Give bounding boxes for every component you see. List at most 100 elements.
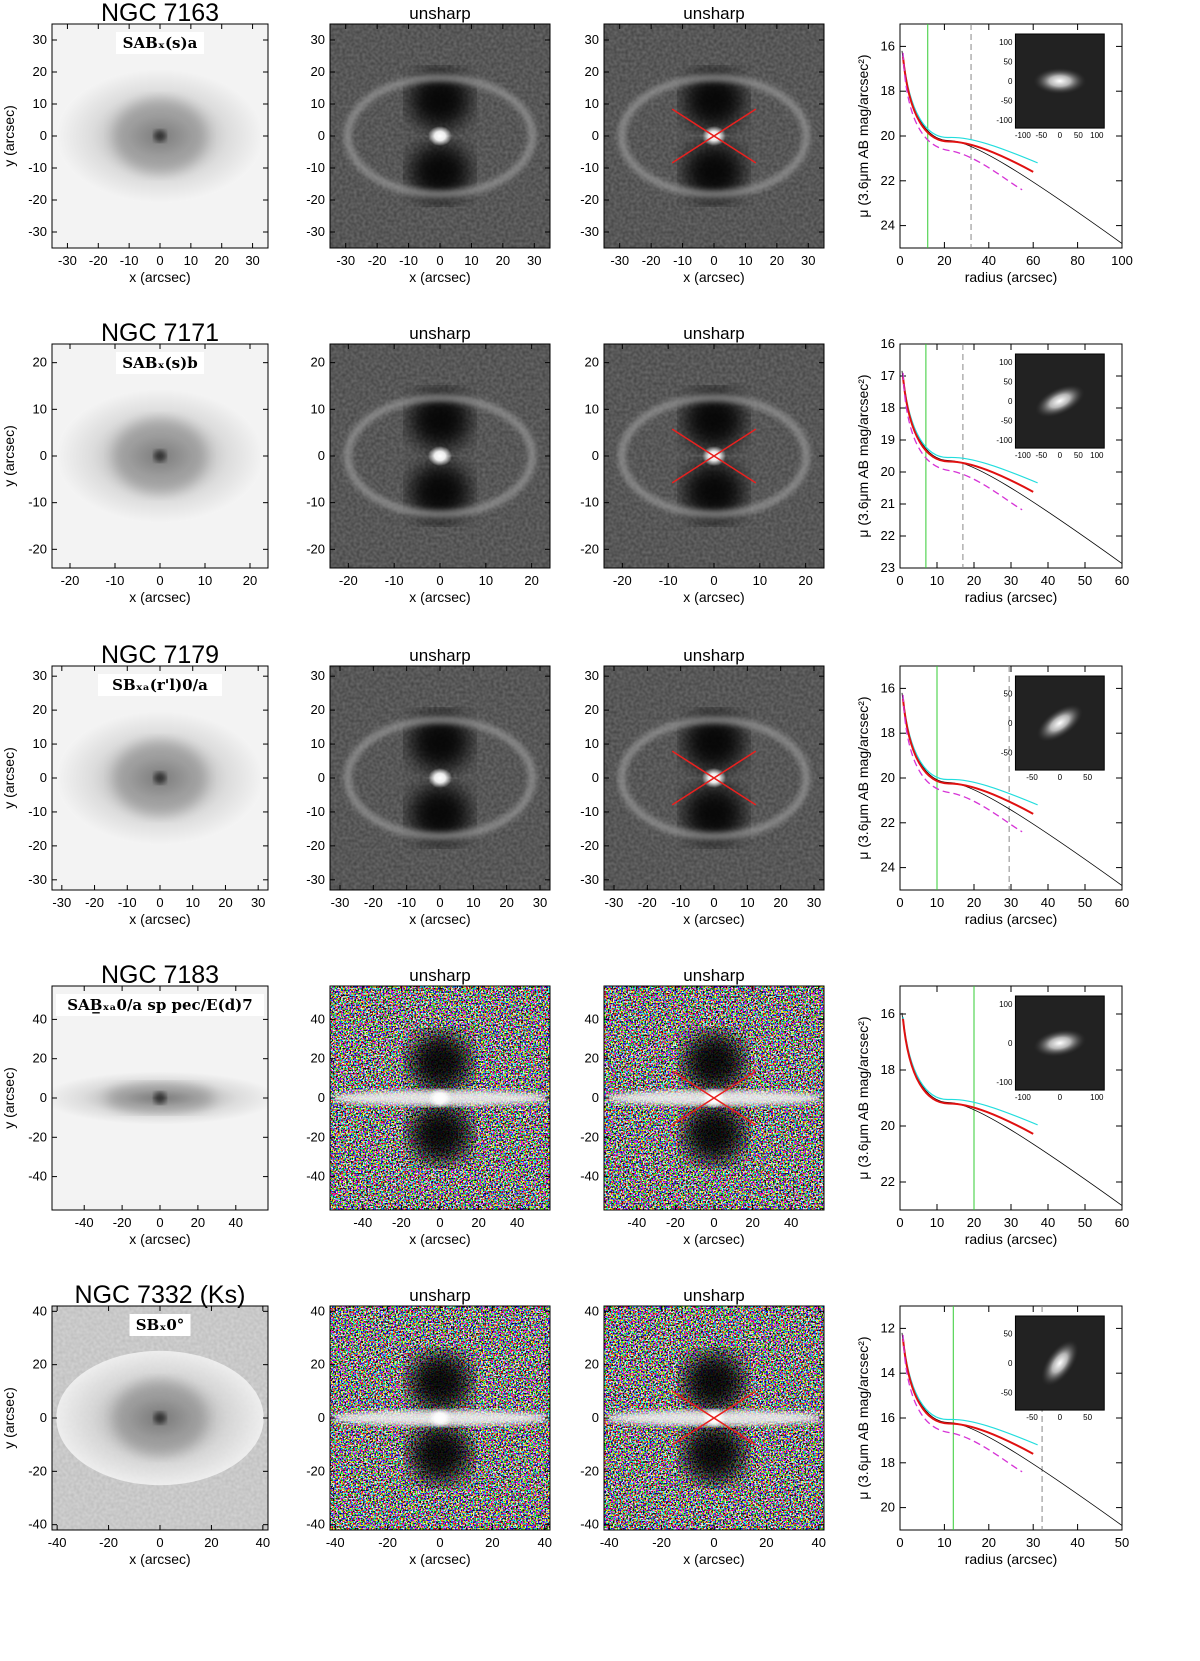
x-axis-label: radius (arcsec) (965, 589, 1058, 605)
galaxy-image-panel: -30 -30 -20 -20 -10 -10 0 0 10 10 20 20 30 30 x (arcse… (1, 641, 269, 927)
x-tick-label: -20 (113, 1215, 132, 1230)
inset-tick-label: 100 (999, 358, 1013, 367)
x-tick-label: 0 (710, 573, 717, 588)
x-tick-label: 20 (485, 1535, 499, 1550)
inset-thumbnail: -50 -50 0 0 50 50 (1001, 1315, 1105, 1422)
x-tick-label: 30 (1004, 1215, 1018, 1230)
inset-thumbnail: -100-100 -50 -50 0 0 50 50 100 100 (996, 33, 1105, 140)
x-tick-label: 20 (937, 253, 951, 268)
y-tick-label: 20 (881, 128, 895, 143)
x-tick-label: 40 (1041, 1215, 1055, 1230)
inset-tick-label: 0 (1058, 451, 1063, 460)
y-tick-label: -20 (28, 192, 47, 207)
x-tick-label: -40 (353, 1215, 372, 1230)
y-tick-label: 16 (881, 1006, 895, 1021)
y-tick-label: 20 (881, 770, 895, 785)
x-tick-label: -40 (75, 1215, 94, 1230)
inset-thumbnail: -100-100 0 0 100 100 (996, 995, 1105, 1102)
x-tick-label: 30 (251, 895, 265, 910)
y-tick-label: 30 (585, 668, 599, 683)
y-tick-label: -20 (28, 1463, 47, 1478)
inset-tick-label: -50 (1001, 748, 1013, 757)
profile-curve-red (902, 1018, 1034, 1135)
x-shape-marker (671, 108, 757, 164)
y-tick-label: 22 (881, 815, 895, 830)
x-axis-label: x (arcsec) (683, 269, 744, 285)
x-tick-label: -20 (85, 895, 104, 910)
y-tick-label: -10 (28, 495, 47, 510)
x-tick-label: 20 (524, 573, 538, 588)
x-tick-label: 40 (1041, 573, 1055, 588)
x-axis-label: x (arcsec) (683, 911, 744, 927)
x-tick-label: -40 (627, 1215, 646, 1230)
inset-tick-label: 50 (1083, 773, 1092, 782)
inset-tick-label: -100 (1015, 131, 1032, 140)
x-axis-label: x (arcsec) (129, 1231, 190, 1247)
x-tick-label: 0 (156, 253, 163, 268)
galaxy-image (52, 986, 268, 1210)
unsharp-mask-panel: -20 -20 -10 -10 0 0 10 10 20 20 x (arcsec) unsharp (580, 324, 825, 605)
inset-tick-label: 50 (1074, 131, 1083, 140)
x-tick-label: 0 (896, 1535, 903, 1550)
x-tick-label: 40 (538, 1535, 552, 1550)
x-tick-label: 20 (967, 895, 981, 910)
x-tick-label: 10 (930, 895, 944, 910)
inset-tick-label: 50 (1004, 377, 1013, 386)
x-tick-label: 10 (937, 1535, 951, 1550)
x-tick-label: -20 (392, 1215, 411, 1230)
x-tick-label: 0 (156, 573, 163, 588)
panel-title: unsharp (683, 4, 744, 23)
x-tick-label: 20 (243, 573, 257, 588)
x-tick-label: 30 (1004, 573, 1018, 588)
x-tick-label: 10 (185, 895, 199, 910)
y-tick-label: 30 (585, 32, 599, 47)
galaxy-image (52, 1306, 268, 1530)
svg-text:SBₓ0°: SBₓ0° (136, 1316, 185, 1334)
unsharp-mask-panel: -30 -30 -20 -20 -10 -10 0 0 10 10 20 20 30 30 x (arcse… (580, 646, 825, 927)
x-tick-label: 40 (812, 1535, 826, 1550)
y-tick-label: -20 (306, 1463, 325, 1478)
x-tick-label: 40 (1041, 895, 1055, 910)
y-tick-label: 40 (585, 1011, 599, 1026)
panel-title: unsharp (683, 646, 744, 665)
y-tick-label: -10 (306, 495, 325, 510)
y-tick-label: 12 (881, 1320, 895, 1335)
y-tick-label: 24 (881, 218, 895, 233)
x-axis-label: x (arcsec) (409, 589, 470, 605)
x-tick-label: 60 (1115, 895, 1129, 910)
svg-text:SBₓₐ(r'l)0/a: SBₓₐ(r'l)0/a (112, 676, 208, 694)
x-tick-label: -40 (48, 1535, 67, 1550)
galaxy-image (52, 24, 268, 248)
x-tick-label: 20 (191, 1215, 205, 1230)
y-tick-label: -20 (306, 192, 325, 207)
y-tick-label: 20 (311, 1051, 325, 1066)
inset-tick-label: 100 (999, 1000, 1013, 1009)
svg-text:SABₓ(s)a: SABₓ(s)a (123, 34, 198, 52)
y-axis-label: y (arcsec) (1, 105, 17, 166)
y-tick-label: 10 (585, 401, 599, 416)
y-tick-label: 30 (33, 668, 47, 683)
galaxy-name: NGC 7183 (101, 961, 219, 989)
y-tick-label: 18 (881, 83, 895, 98)
x-tick-label: 20 (499, 895, 513, 910)
x-tick-label: 0 (896, 1215, 903, 1230)
y-tick-label: 10 (585, 96, 599, 111)
profile-panel: 0 10 20 30 40 50 60 16 18 20 22 24 radius (arcsec) μ … (855, 665, 1129, 927)
x-tick-label: -30 (610, 253, 629, 268)
y-tick-label: 22 (881, 173, 895, 188)
y-tick-label: 10 (585, 736, 599, 751)
y-axis-label: μ (3.6μm AB mag/arcsec²) (855, 1336, 871, 1499)
galaxy-image (52, 666, 268, 890)
x-tick-label: 20 (745, 1215, 759, 1230)
inset-tick-label: 50 (1004, 690, 1013, 699)
y-tick-label: 0 (40, 128, 47, 143)
inset-tick-label: -100 (1015, 451, 1032, 460)
x-tick-label: 0 (156, 1215, 163, 1230)
y-tick-label: 16 (881, 38, 895, 53)
x-tick-label: 50 (1078, 895, 1092, 910)
y-tick-label: -40 (580, 1517, 599, 1532)
y-tick-label: 20 (311, 355, 325, 370)
svg-text:SABₓ(s)b: SABₓ(s)b (122, 354, 197, 372)
